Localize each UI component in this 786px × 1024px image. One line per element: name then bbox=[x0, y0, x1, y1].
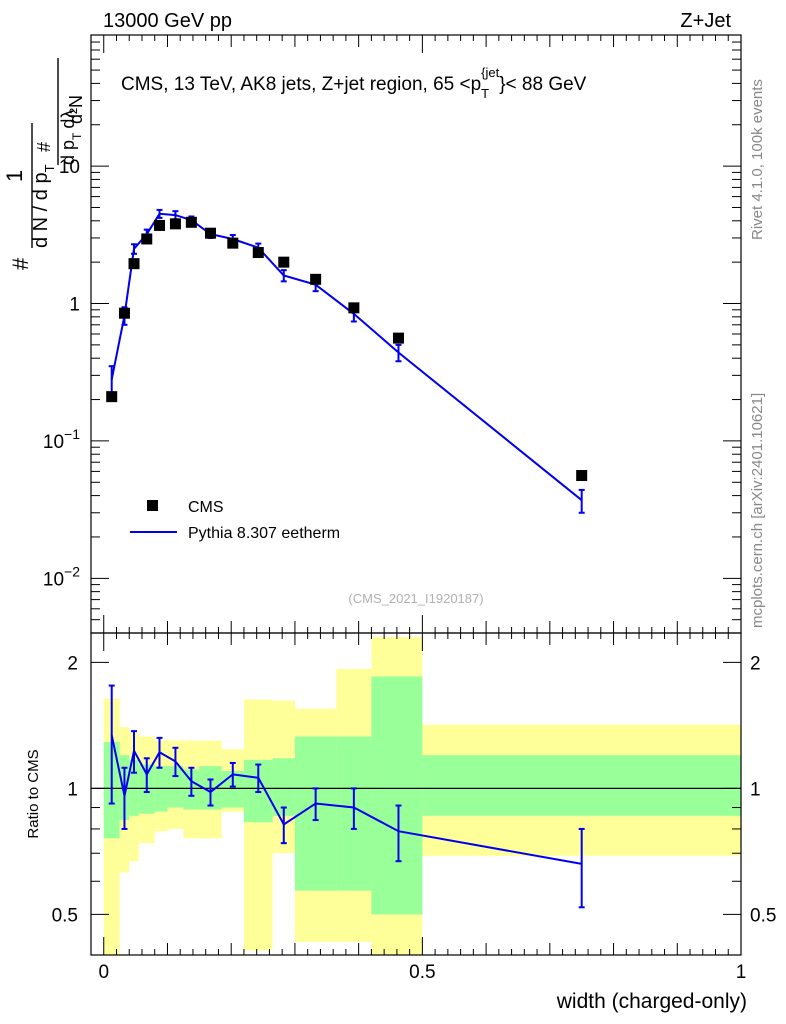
analysis-tag: (CMS_2021_I1920187) bbox=[348, 591, 483, 606]
ratio-band-inner bbox=[103, 676, 741, 915]
title-tail: }< 88 GeV bbox=[499, 74, 586, 95]
main-y-tick-labels: 10−2 10−1 1 10 bbox=[43, 157, 80, 590]
side-text-top: Rivet 4.1.0, 100k events bbox=[749, 79, 766, 240]
ratio-y-tick-label: 2 bbox=[67, 653, 78, 674]
data-point bbox=[204, 227, 216, 239]
data-point bbox=[252, 247, 264, 259]
ratio-y-tick-label: 1 bbox=[67, 779, 78, 800]
y-tick-label: 10 bbox=[59, 157, 80, 178]
band-inner-bin bbox=[272, 758, 295, 816]
main-y-axis-label: # 1 d N / d pT # d²N d pTdλ bbox=[2, 58, 86, 270]
x-tick-label: 0.5 bbox=[409, 962, 435, 983]
data-point bbox=[185, 216, 197, 228]
data-point bbox=[154, 219, 166, 231]
ylabel-right-num: d²N bbox=[66, 95, 86, 124]
data-point bbox=[141, 233, 153, 245]
x-tick-label: 1 bbox=[736, 962, 747, 983]
data-points bbox=[106, 216, 588, 482]
title-sup: {jet bbox=[481, 65, 499, 80]
ratio-ticks bbox=[91, 633, 742, 956]
ratio-panel: 0.5 0.51 12 2 0 0.5 1 Ratio to CMS width (cha… bbox=[25, 632, 777, 1013]
ratio-y-tick-label-right: 0.5 bbox=[750, 905, 776, 926]
band-inner-bin bbox=[221, 771, 244, 808]
data-point bbox=[169, 218, 181, 230]
ratio-line bbox=[110, 734, 582, 865]
band-outer-bin bbox=[243, 699, 273, 951]
x-tick-label: 0 bbox=[98, 962, 109, 983]
ratio-y-axis-label: Ratio to CMS bbox=[25, 749, 42, 838]
y-tick-label: 10−1 bbox=[43, 426, 80, 453]
data-point bbox=[128, 258, 140, 270]
legend-mc-label: Pythia 8.307 eetherm bbox=[188, 525, 340, 542]
mc-line bbox=[110, 212, 583, 501]
band-inner-bin bbox=[422, 755, 741, 816]
ratio-y-tick-label-right: 2 bbox=[750, 653, 761, 674]
x-axis-label: width (charged-only) bbox=[556, 990, 747, 1013]
ratio-y-tick-labels: 0.5 0.5 1 1 2 2 bbox=[52, 653, 777, 926]
ratio-y-tick-label: 0.5 bbox=[52, 905, 78, 926]
title-main: CMS, 13 TeV, AK8 jets, Z+jet region, 65 … bbox=[121, 74, 481, 95]
ratio-y-tick-label-right: 1 bbox=[750, 779, 761, 800]
data-point bbox=[227, 237, 239, 249]
ylabel-den: d N / d pT bbox=[30, 164, 57, 248]
x-tick-labels: 0 0.5 1 bbox=[98, 962, 746, 983]
mc-error-bars bbox=[108, 208, 585, 514]
side-text-bottom: mcplots.cern.ch [arXiv:2401.10621] bbox=[749, 393, 766, 628]
main-frame bbox=[90, 34, 742, 634]
legend-data-marker bbox=[147, 500, 158, 511]
ylabel-right-den: d pTdλ bbox=[58, 110, 84, 165]
band-inner-bin bbox=[371, 676, 423, 915]
chart-title: CMS, 13 TeV, AK8 jets, Z+jet region, 65 … bbox=[121, 65, 587, 101]
data-point bbox=[392, 332, 404, 344]
ylabel-hash-left: # bbox=[8, 257, 33, 270]
header-left: 13000 GeV pp bbox=[103, 10, 232, 32]
ratio-frame bbox=[90, 632, 742, 956]
data-point bbox=[118, 307, 130, 319]
y-tick-label: 10−2 bbox=[43, 563, 80, 590]
ylabel-one: 1 bbox=[2, 170, 27, 182]
data-point bbox=[278, 256, 290, 268]
main-panel: 10−2 10−1 1 10 CMS, 13 TeV, AK8 jets, Z+jet… bbox=[43, 34, 742, 634]
data-point bbox=[576, 470, 588, 482]
legend-data-label: CMS bbox=[188, 499, 224, 516]
ylabel-num-hash: # bbox=[34, 142, 54, 152]
main-ticks bbox=[91, 34, 742, 634]
y-tick-label: 1 bbox=[69, 295, 80, 316]
data-point bbox=[310, 273, 322, 285]
data-point bbox=[348, 302, 360, 314]
band-inner-bin bbox=[167, 766, 184, 808]
title-sub: T bbox=[481, 86, 489, 101]
header-right: Z+Jet bbox=[680, 10, 731, 32]
data-point bbox=[106, 391, 118, 403]
